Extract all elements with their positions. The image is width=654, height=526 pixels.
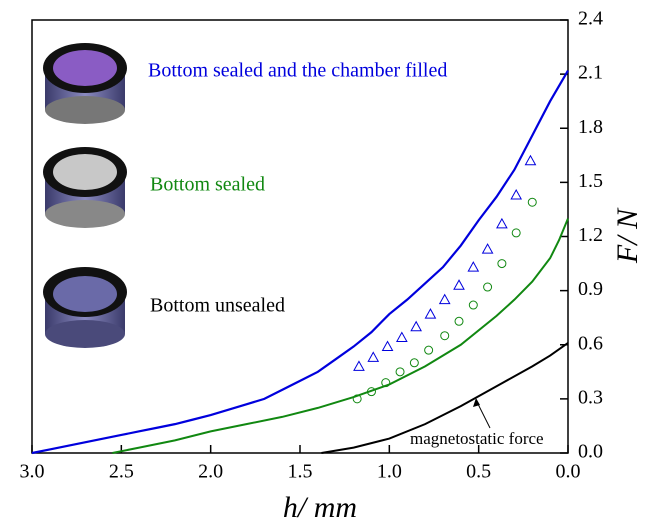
triangle-marker xyxy=(440,295,450,304)
ring-icon xyxy=(43,43,127,124)
x-tick-label: 1.5 xyxy=(288,461,313,483)
y-tick-label: 1.5 xyxy=(578,170,603,192)
triangle-marker xyxy=(468,262,478,271)
triangle-marker xyxy=(368,352,378,361)
x-axis-label: h/ mm xyxy=(283,491,357,524)
triangle-marker xyxy=(383,342,393,351)
line xyxy=(32,71,568,453)
chart: h/ mm F/ N magnetostatic force 3.0 2.5 2.0… xyxy=(0,0,654,526)
triangle-marker xyxy=(354,361,364,370)
triangle-marker xyxy=(425,309,435,318)
circle-marker xyxy=(528,198,536,206)
circle-marker xyxy=(396,368,404,376)
y-tick-label: 2.4 xyxy=(578,8,603,30)
circle-marker xyxy=(441,332,449,340)
circle-marker xyxy=(425,346,433,354)
x-tick-label: 2.5 xyxy=(109,461,134,483)
x-tick-label: 1.0 xyxy=(377,461,402,483)
triangle-marker xyxy=(411,322,421,331)
ring-icon xyxy=(43,267,127,348)
y-axis-label: F/ N xyxy=(611,207,644,264)
x-tick-label: 0.5 xyxy=(466,461,491,483)
circle-marker xyxy=(455,317,463,325)
legend-label: Bottom sealed xyxy=(150,174,265,196)
y-tick-label: 1.2 xyxy=(578,224,603,246)
circle-marker xyxy=(469,301,477,309)
triangle-marker xyxy=(483,244,493,253)
circle-marker xyxy=(498,260,506,268)
circle-marker xyxy=(410,359,418,367)
y-tick-label: 0.0 xyxy=(578,441,603,463)
circle-marker xyxy=(512,229,520,237)
y-tick-label: 2.1 xyxy=(578,62,603,84)
x-tick-label: 3.0 xyxy=(20,461,45,483)
y-tick-label: 0.9 xyxy=(578,278,603,300)
annotation: magnetostatic force xyxy=(410,429,544,448)
line xyxy=(112,218,568,453)
y-tick-label: 0.3 xyxy=(578,386,603,408)
circle-marker xyxy=(484,283,492,291)
legend-label: Bottom sealed and the chamber filled xyxy=(148,60,447,82)
ring-icon xyxy=(43,147,127,228)
triangle-marker xyxy=(497,219,507,228)
y-tick-label: 1.8 xyxy=(578,116,603,138)
x-tick-label: 2.0 xyxy=(198,461,223,483)
triangle-marker xyxy=(397,333,407,342)
triangle-marker xyxy=(511,190,521,199)
triangle-marker xyxy=(525,156,535,165)
x-tick-label: 0.0 xyxy=(556,461,581,483)
y-tick-label: 0.6 xyxy=(578,332,603,354)
legend-label: Bottom unsealed xyxy=(150,295,285,317)
triangle-marker xyxy=(454,280,464,289)
